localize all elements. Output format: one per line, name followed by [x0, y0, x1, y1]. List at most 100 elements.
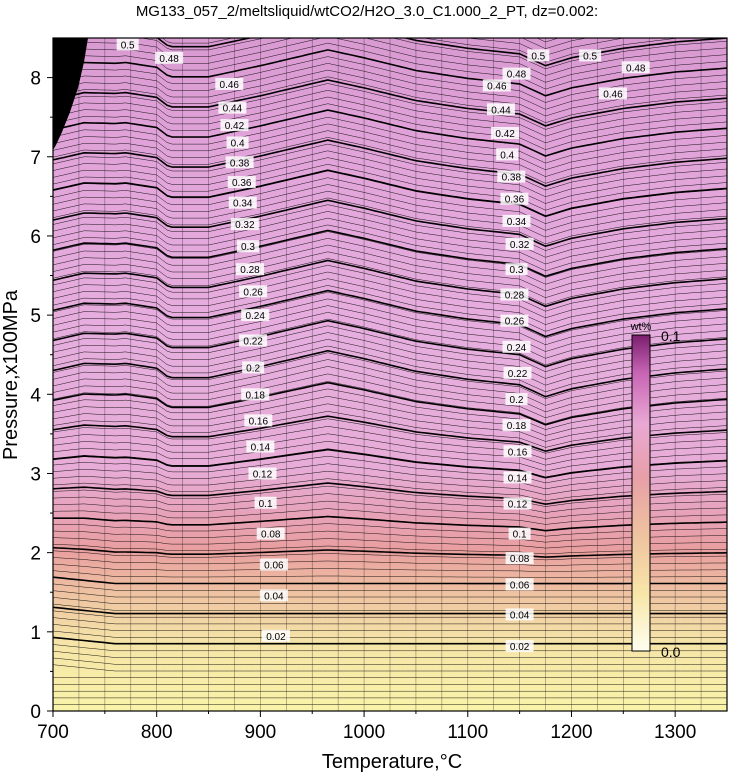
minor-contour-line — [53, 537, 727, 549]
minor-contour-line — [53, 664, 727, 672]
minor-contour-line — [53, 411, 727, 448]
contour-label-text: 0.26 — [505, 317, 525, 328]
contour-label: 0.24 — [241, 309, 270, 322]
major-contour-line — [53, 319, 727, 368]
contour-label-bg — [505, 237, 534, 250]
contour-label-text: 0.34 — [233, 199, 253, 210]
contour-label: 0.46 — [215, 77, 244, 91]
x-tick-label: 1200 — [550, 722, 592, 743]
major-contour-line — [53, 79, 727, 127]
contour-label-bg — [497, 170, 526, 183]
contour-label-bg — [503, 366, 532, 379]
contour-label-bg — [598, 87, 627, 100]
minor-contour-line — [53, 231, 727, 278]
minor-contour-line — [466, 38, 626, 56]
minor-contour-line — [53, 76, 727, 123]
contour-label-bg — [486, 103, 515, 116]
major-contour-line — [53, 448, 727, 479]
major-contour-lines — [53, 38, 727, 645]
contour-label-text: 0.16 — [508, 447, 528, 458]
minor-contour-line — [53, 123, 727, 171]
contour-label: 0.38 — [497, 170, 526, 184]
contour-label-bg — [248, 467, 277, 480]
contour-label-text: 0.46 — [220, 80, 240, 91]
contour-label: 0.06 — [505, 578, 534, 591]
minor-contour-line — [53, 157, 727, 204]
contour-label-bg — [239, 285, 268, 298]
minor-contour-line — [53, 103, 727, 150]
contour-label-text: 0.48 — [626, 63, 646, 74]
contour-label-text: 0.2 — [246, 363, 260, 374]
contour-label-bg — [226, 136, 249, 149]
contour-label-text: 0.02 — [266, 632, 286, 643]
minor-contour-line — [53, 164, 727, 211]
contour-label-bg — [496, 148, 519, 161]
contour-label-text: 0.44 — [491, 105, 511, 116]
contour-label-text: 0.06 — [264, 561, 284, 572]
colorbar: wt% 0.1 0.0 — [630, 321, 681, 660]
contour-label: 0.16 — [503, 445, 532, 458]
contour-label: 0.26 — [500, 314, 529, 328]
contour-label-text: 0.32 — [510, 240, 530, 251]
colorbar-unit: wt% — [630, 321, 652, 333]
minor-contour-line — [53, 550, 727, 561]
minor-contour-line — [53, 177, 727, 224]
contour-label-text: 0.46 — [487, 82, 507, 93]
contour-label: 0.1 — [254, 496, 277, 510]
contour-label-bg — [116, 38, 139, 51]
contour-label-bg — [259, 589, 288, 602]
contour-label: 0.3 — [236, 240, 259, 253]
contour-label-text: 0.4 — [231, 139, 245, 150]
contour-label: 0.22 — [503, 366, 532, 380]
y-tick-label: 5 — [30, 306, 41, 327]
contour-label-bg — [254, 496, 277, 509]
contour-label-text: 0.2 — [510, 395, 524, 406]
contour-label-bg — [256, 527, 285, 540]
x-tick-label: 700 — [37, 722, 69, 743]
minor-contour-line — [53, 455, 727, 484]
x-tick-label: 1100 — [447, 722, 488, 743]
major-contour-line — [53, 139, 727, 187]
contour-label-bg — [505, 393, 528, 406]
contour-label: 0.36 — [227, 176, 256, 189]
minor-contour-line — [53, 388, 727, 430]
contour-label-text: 0.32 — [235, 220, 255, 231]
minor-contour-line — [53, 485, 727, 507]
contour-label-bg — [261, 629, 290, 642]
minor-contour-line — [53, 617, 727, 625]
contour-label-bg — [155, 51, 184, 64]
minor-contour-line — [53, 433, 727, 466]
colorbar-min-label: 0.0 — [661, 644, 681, 660]
contour-label-text: 0.12 — [253, 469, 273, 480]
contour-label-bg — [259, 558, 288, 571]
x-tick-label: 900 — [245, 722, 277, 743]
minor-contour-line — [53, 150, 727, 197]
contour-label: 0.32 — [505, 237, 534, 251]
contour-label-bg — [502, 214, 531, 227]
dense-contour-region — [53, 38, 88, 150]
minor-contour-line — [53, 38, 727, 70]
major-contour-line — [53, 38, 727, 67]
contour-label-bg — [505, 608, 534, 621]
minor-contour-line — [53, 493, 727, 513]
minor-contour-line — [53, 345, 727, 393]
minor-contour-line — [53, 116, 727, 164]
contour-label: 0.22 — [239, 334, 268, 347]
contour-label-text: 0.16 — [249, 416, 269, 427]
minor-contour-line — [53, 426, 727, 460]
contour-label: 0.4 — [496, 148, 519, 161]
contour-label-text: 0.08 — [510, 554, 530, 565]
contour-label-bg — [491, 127, 520, 140]
minor-contour-line — [53, 557, 727, 567]
major-contour-line — [53, 259, 727, 308]
minor-contour-line — [53, 96, 727, 144]
contour-label-bg — [508, 527, 531, 540]
contour-label-text: 0.48 — [159, 54, 179, 65]
major-contour-line — [53, 606, 727, 615]
y-tick-label: 7 — [30, 148, 41, 169]
minor-contour-line — [53, 644, 727, 652]
contour-label-text: 0.48 — [507, 70, 527, 81]
minor-contour-line — [53, 500, 727, 519]
minor-contour-line — [53, 318, 727, 366]
contour-label-bg — [230, 218, 259, 231]
